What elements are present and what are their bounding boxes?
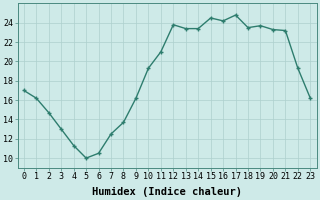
X-axis label: Humidex (Indice chaleur): Humidex (Indice chaleur)	[92, 186, 242, 197]
